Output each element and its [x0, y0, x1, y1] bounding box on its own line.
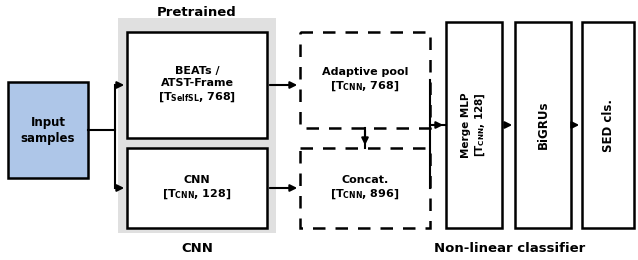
Text: BEATs /
ATST-Frame
[T$_{\mathbf{SelfSL}}$, 768]: BEATs / ATST-Frame [T$_{\mathbf{SelfSL}}…	[158, 66, 236, 104]
Bar	[8, 82, 88, 178]
Text: Non-linear classifier: Non-linear classifier	[434, 242, 586, 255]
Bar	[446, 22, 502, 228]
Text: Concat.
[T$_{\mathbf{CNN}}$, 896]: Concat. [T$_{\mathbf{CNN}}$, 896]	[330, 175, 399, 201]
Text: BiGRUs: BiGRUs	[537, 101, 549, 149]
Bar	[582, 22, 634, 228]
Bar	[127, 148, 267, 228]
Bar	[118, 18, 276, 233]
Text: Pretrained: Pretrained	[157, 5, 237, 18]
Text: Adaptive pool
[T$_{\mathbf{CNN}}$, 768]: Adaptive pool [T$_{\mathbf{CNN}}$, 768]	[322, 67, 408, 93]
Bar	[127, 32, 267, 138]
Text: CNN
[T$_{\mathbf{CNN}}$, 128]: CNN [T$_{\mathbf{CNN}}$, 128]	[162, 175, 232, 201]
Bar	[300, 148, 430, 228]
Bar	[515, 22, 571, 228]
Text: CNN: CNN	[181, 242, 213, 255]
Bar	[300, 32, 430, 128]
Text: SED cls.: SED cls.	[602, 99, 614, 152]
Text: Input
samples: Input samples	[21, 115, 75, 145]
Text: Merge MLP
[T$_{\mathbf{CNN}}$, 128]: Merge MLP [T$_{\mathbf{CNN}}$, 128]	[461, 92, 487, 158]
